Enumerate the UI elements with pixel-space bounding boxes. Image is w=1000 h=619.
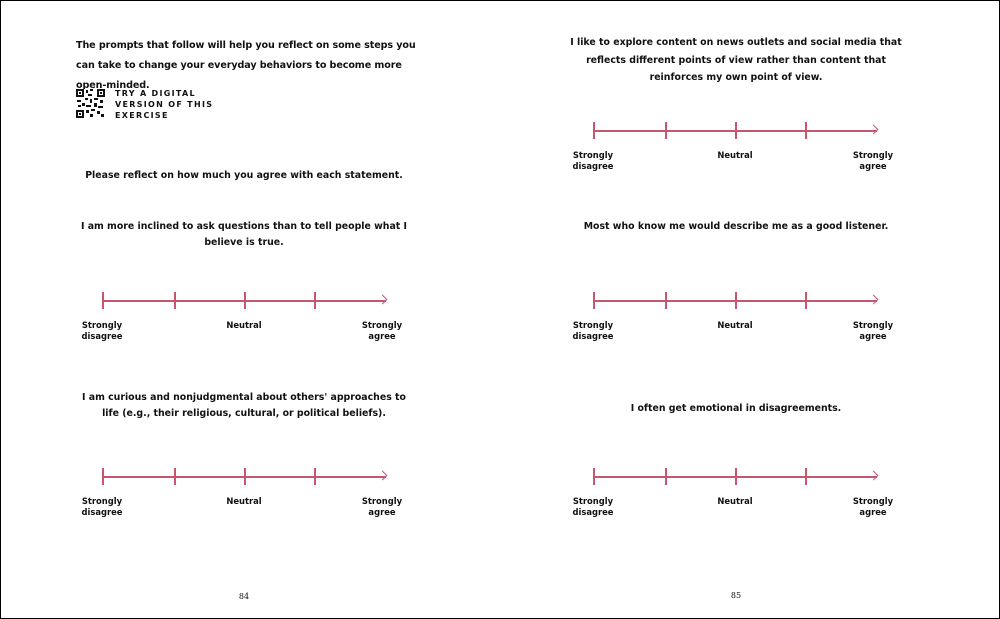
- scale-tick[interactable]: [593, 292, 595, 309]
- scale-tick[interactable]: [314, 292, 316, 309]
- agreement-scale[interactable]: Strongly disagree Neutral Strongly agree: [573, 468, 893, 536]
- statement: Most who know me would describe me as a …: [583, 221, 889, 232]
- label-line: Strongly: [81, 320, 123, 330]
- label-strongly-disagree: Strongly disagree: [67, 320, 137, 342]
- label-line: Strongly: [852, 150, 894, 160]
- scale-tick[interactable]: [735, 122, 737, 139]
- intro-text: The prompts that follow will help you re…: [76, 40, 416, 91]
- label-strongly-agree: Strongly agree: [347, 320, 417, 342]
- scale-tick[interactable]: [174, 292, 176, 309]
- agreement-scale[interactable]: Strongly disagree Neutral Strongly agree: [573, 292, 893, 360]
- label-line: Strongly: [81, 496, 123, 506]
- link-line: EXERCISE: [115, 111, 169, 120]
- label-line: Strongly: [852, 496, 894, 506]
- label-line: Strongly: [572, 150, 614, 160]
- label-line: agree: [859, 161, 887, 171]
- label-strongly-disagree: Strongly disagree: [558, 150, 628, 172]
- scale-tick[interactable]: [593, 122, 595, 139]
- label-strongly-agree: Strongly agree: [838, 150, 908, 172]
- label-neutral: Neutral: [717, 320, 753, 330]
- label-neutral: Neutral: [226, 496, 262, 506]
- label-line: Strongly: [572, 320, 614, 330]
- label-line: Strongly: [361, 496, 403, 506]
- scale-tick[interactable]: [102, 468, 104, 485]
- scale-tick[interactable]: [174, 468, 176, 485]
- agreement-scale[interactable]: Strongly disagree Neutral Strongly agree: [82, 292, 402, 360]
- label-strongly-disagree: Strongly disagree: [558, 496, 628, 518]
- label-line: agree: [859, 331, 887, 341]
- statement: I am curious and nonjudgmental about oth…: [82, 392, 406, 419]
- label-line: disagree: [572, 507, 614, 517]
- page-number: 84: [238, 592, 250, 601]
- label-line: agree: [368, 507, 396, 517]
- scale-tick[interactable]: [102, 292, 104, 309]
- label-line: disagree: [81, 331, 123, 341]
- scale-tick[interactable]: [244, 292, 246, 309]
- scale-tick[interactable]: [805, 468, 807, 485]
- label-neutral: Neutral: [717, 496, 753, 506]
- digital-version-link[interactable]: TRY A DIGITAL VERSION OF THIS EXERCISE: [115, 88, 213, 121]
- label-strongly-agree: Strongly agree: [347, 496, 417, 518]
- scale-tick[interactable]: [665, 122, 667, 139]
- qr-code-icon[interactable]: [76, 89, 105, 118]
- statement: I often get emotional in disagreements.: [630, 403, 842, 414]
- statement: I am more inclined to ask questions than…: [80, 221, 408, 248]
- scale-tick[interactable]: [244, 468, 246, 485]
- scale-tick[interactable]: [665, 292, 667, 309]
- label-strongly-disagree: Strongly disagree: [558, 320, 628, 342]
- label-neutral: Neutral: [717, 150, 753, 160]
- label-neutral: Neutral: [226, 320, 262, 330]
- label-line: agree: [368, 331, 396, 341]
- link-line: TRY A DIGITAL: [115, 89, 196, 98]
- scale-tick[interactable]: [805, 122, 807, 139]
- scale-tick[interactable]: [665, 468, 667, 485]
- instruction: Please reflect on how much you agree wit…: [85, 170, 403, 181]
- scale-tick[interactable]: [735, 292, 737, 309]
- agreement-scale[interactable]: Strongly disagree Neutral Strongly agree: [82, 468, 402, 536]
- label-line: disagree: [572, 161, 614, 171]
- scale-tick[interactable]: [593, 468, 595, 485]
- scale-tick[interactable]: [314, 468, 316, 485]
- label-strongly-agree: Strongly agree: [838, 320, 908, 342]
- scale-tick[interactable]: [805, 292, 807, 309]
- page-number: 85: [730, 591, 742, 600]
- label-line: disagree: [81, 507, 123, 517]
- label-strongly-disagree: Strongly disagree: [67, 496, 137, 518]
- statement: I like to explore content on news outlet…: [570, 37, 902, 83]
- label-line: disagree: [572, 331, 614, 341]
- label-line: Strongly: [852, 320, 894, 330]
- label-line: Strongly: [361, 320, 403, 330]
- scale-tick[interactable]: [735, 468, 737, 485]
- label-strongly-agree: Strongly agree: [838, 496, 908, 518]
- link-line: VERSION OF THIS: [115, 100, 214, 109]
- label-line: agree: [859, 507, 887, 517]
- label-line: Strongly: [572, 496, 614, 506]
- agreement-scale[interactable]: Strongly disagree Neutral Strongly agree: [573, 122, 893, 190]
